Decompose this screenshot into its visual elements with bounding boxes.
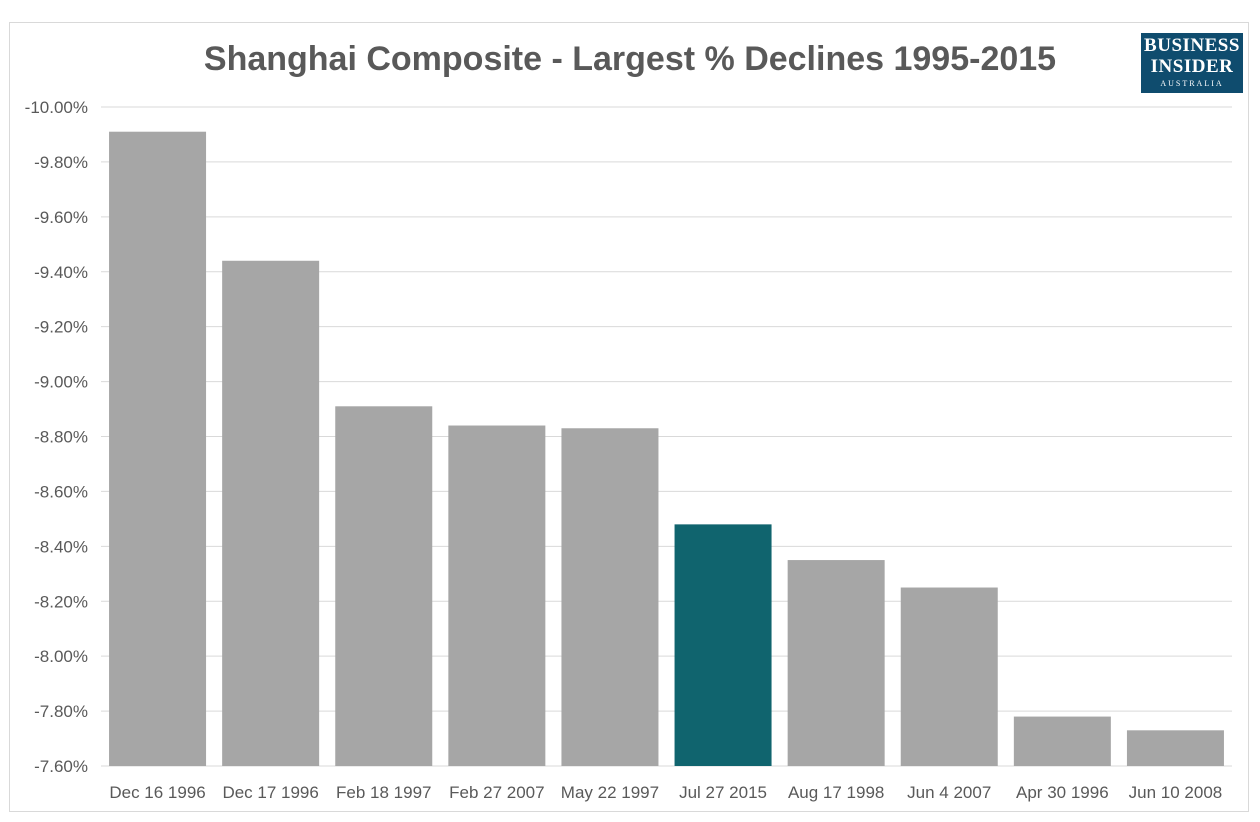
y-tick-label: -10.00% — [25, 98, 88, 117]
x-tick-label: Jul 27 2015 — [679, 783, 767, 802]
bar-apr-30-1996 — [1013, 716, 1111, 766]
x-tick-label: Dec 17 1996 — [222, 783, 318, 802]
y-axis: -10.00% -9.80% -9.60% -9.40% -9.20% -9.00% -8.… — [25, 98, 88, 776]
bar-jul-27-2015 — [674, 524, 772, 766]
x-tick-label: May 22 1997 — [561, 783, 659, 802]
bars — [109, 131, 1224, 766]
y-tick-label: -9.20% — [34, 318, 88, 337]
y-tick-label: -9.80% — [34, 153, 88, 172]
y-tick-label: -8.20% — [34, 592, 88, 611]
y-tick-label: -8.60% — [34, 482, 88, 501]
bar-jun-4-2007 — [900, 587, 998, 766]
x-tick-label: Jun 10 2008 — [1129, 783, 1223, 802]
bar-feb-18-1997 — [335, 406, 433, 766]
y-tick-label: -8.00% — [34, 647, 88, 666]
y-tick-label: -8.80% — [34, 428, 88, 447]
logo-line-2: INSIDER — [1150, 56, 1234, 77]
x-tick-label: Aug 17 1998 — [788, 783, 884, 802]
x-tick-label: Dec 16 1996 — [109, 783, 205, 802]
bar-dec-16-1996 — [109, 131, 207, 766]
x-tick-label: Feb 27 2007 — [449, 783, 544, 802]
chart-title: Shanghai Composite - Largest % Declines … — [203, 40, 1057, 78]
y-tick-label: -7.60% — [34, 757, 88, 776]
x-tick-label: Jun 4 2007 — [907, 783, 991, 802]
x-tick-label: Feb 18 1997 — [336, 783, 431, 802]
logo-line-3: AUSTRALIA — [1160, 79, 1224, 88]
y-tick-label: -9.00% — [34, 373, 88, 392]
y-tick-label: -8.40% — [34, 537, 88, 556]
y-tick-label: -9.40% — [34, 263, 88, 282]
logo-line-1: BUSINESS — [1144, 35, 1240, 56]
bar-may-22-1997 — [561, 428, 659, 766]
y-tick-label: -7.80% — [34, 702, 88, 721]
x-tick-label: Apr 30 1996 — [1016, 783, 1109, 802]
business-insider-logo: BUSINESS INSIDER AUSTRALIA — [1141, 33, 1243, 93]
bar-aug-17-1998 — [787, 560, 885, 766]
bar-feb-27-2007 — [448, 425, 546, 766]
y-tick-label: -9.60% — [34, 208, 88, 227]
bar-dec-17-1996 — [222, 260, 320, 766]
bar-jun-10-2008 — [1126, 730, 1224, 766]
x-axis: Dec 16 1996 Dec 17 1996 Feb 18 1997 Feb 27 … — [109, 783, 1222, 802]
